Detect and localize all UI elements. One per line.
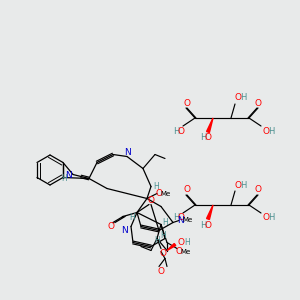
Text: O: O [205,220,212,230]
Text: O: O [184,185,190,194]
Text: N: N [178,216,184,225]
Text: O: O [262,127,269,136]
Polygon shape [207,118,213,133]
Text: O: O [176,247,182,256]
Text: H: H [160,231,166,240]
Text: O: O [107,222,115,231]
Text: H: H [129,213,135,222]
Text: H: H [61,174,67,183]
Text: H: H [153,182,159,191]
Text: H: H [268,214,274,223]
Text: O: O [254,185,262,194]
Text: N: N [66,171,72,180]
Polygon shape [167,244,176,250]
Text: Me: Me [161,190,171,196]
Text: O: O [155,189,163,198]
Text: N: N [124,148,131,157]
Text: H: H [240,94,246,103]
Text: O: O [148,196,154,205]
Text: H: H [240,181,246,190]
Text: H: H [200,134,206,142]
Text: H: H [173,214,179,223]
Text: O: O [262,214,269,223]
Text: H: H [173,127,179,136]
Text: O: O [158,267,164,276]
Text: H: H [268,127,274,136]
Text: H: H [184,238,190,247]
Text: O: O [184,98,190,107]
Text: H: H [162,218,168,227]
Text: O: O [160,249,167,258]
Text: Me: Me [183,218,193,224]
Text: O: O [254,98,262,107]
Text: O: O [235,94,242,103]
Text: O: O [178,127,184,136]
Text: Me: Me [181,248,191,254]
Text: N: N [122,226,128,235]
Text: O: O [235,181,242,190]
Text: H: H [154,236,160,245]
Polygon shape [207,205,213,220]
Text: O: O [178,214,184,223]
Text: H: H [200,220,206,230]
Text: O: O [178,238,184,247]
Text: O: O [205,134,212,142]
